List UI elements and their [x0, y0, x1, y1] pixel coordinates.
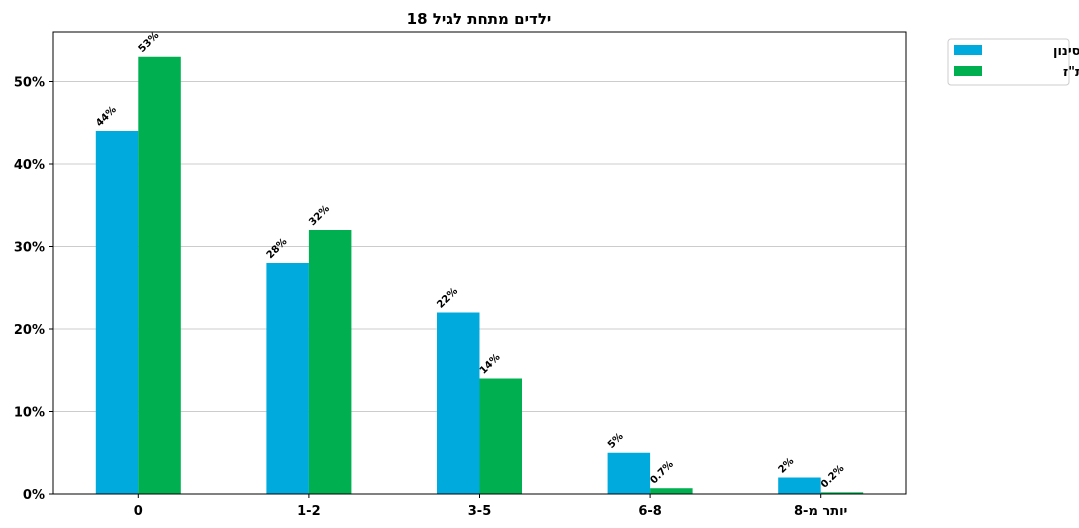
data-label: 28% — [265, 236, 290, 261]
y-tick-label: 0% — [23, 488, 45, 503]
x-tick-label: 3-5 — [468, 504, 492, 519]
x-tick-label: יותר מ-8 — [794, 504, 847, 519]
legend-swatch-series-1 — [954, 45, 982, 55]
x-tick-label: 0 — [134, 504, 143, 519]
data-label: 53% — [137, 30, 162, 55]
bar-series-1 — [607, 452, 651, 494]
x-axis: 0 1-2 3-5 6-8 יותר מ-8 — [134, 494, 847, 519]
bar-series-2 — [308, 230, 352, 494]
y-axis: 0% 10% 20% 30% 40% 50% — [14, 76, 53, 503]
bar-series-1 — [266, 263, 309, 494]
chart-title: ילדים מתחת לגיל 18 — [407, 10, 552, 28]
data-label: 14% — [478, 352, 503, 377]
y-tick-label: 30% — [14, 241, 45, 256]
y-tick-label: 10% — [14, 406, 45, 421]
data-label: 5% — [606, 431, 626, 451]
y-tick-label: 20% — [14, 323, 45, 338]
data-label: 0.2% — [819, 463, 846, 490]
bar-series-1 — [95, 131, 139, 494]
x-tick-label: 6-8 — [638, 504, 662, 519]
bar-series-2 — [820, 492, 864, 494]
legend-label-series-1: כלל סינון — [1053, 44, 1079, 59]
data-label: 22% — [435, 286, 460, 311]
y-tick-label: 40% — [14, 158, 45, 173]
bar-series-2 — [479, 378, 522, 494]
legend-label-series-2: רשימת ת"ז — [1063, 65, 1079, 80]
data-label: 32% — [307, 203, 332, 228]
bar-series-2 — [138, 56, 181, 494]
data-label: 2% — [777, 456, 797, 476]
y-tick-label: 50% — [14, 76, 45, 91]
x-tick-label: 1-2 — [297, 504, 321, 519]
data-label: 0.7% — [648, 459, 675, 486]
grid — [53, 81, 906, 412]
bars — [95, 56, 864, 494]
legend-swatch-series-2 — [954, 66, 982, 76]
legend: כלל סינון רשימת ת"ז — [947, 38, 1079, 86]
data-label: 44% — [94, 104, 119, 129]
bar-series-2 — [650, 488, 693, 494]
bar-series-1 — [778, 477, 821, 494]
bar-series-1 — [437, 312, 480, 494]
